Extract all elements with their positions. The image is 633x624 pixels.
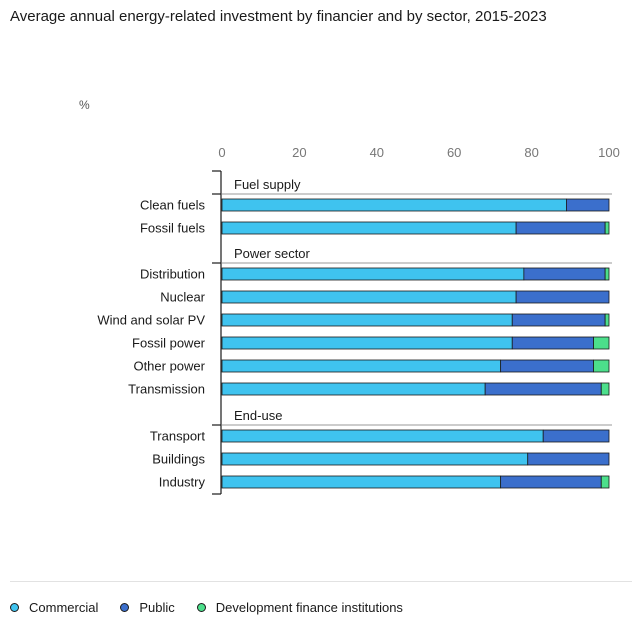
category-label-nuclear: Nuclear bbox=[160, 290, 205, 305]
category-label-clean-fuels: Clean fuels bbox=[140, 198, 206, 213]
legend-divider bbox=[10, 581, 632, 582]
bar-commercial-wind-and-solar-pv bbox=[221, 313, 513, 327]
category-label-wind-and-solar-pv: Wind and solar PV bbox=[97, 313, 205, 328]
bar-development-finance-institutions-transmission bbox=[600, 382, 610, 396]
bar-commercial-nuclear bbox=[221, 290, 517, 304]
chart-title: Average annual energy-related investment… bbox=[10, 8, 547, 25]
bar-public-buildings bbox=[527, 452, 610, 466]
bar-public-other-power bbox=[500, 359, 594, 373]
legend-swatch-public bbox=[120, 603, 130, 612]
x-tick-label: 60 bbox=[447, 145, 461, 160]
bar-commercial-clean-fuels bbox=[221, 198, 567, 212]
bar-public-transport bbox=[542, 429, 610, 443]
x-tick-label: 80 bbox=[524, 145, 538, 160]
bar-public-nuclear bbox=[515, 290, 610, 304]
bar-development-finance-institutions-industry bbox=[600, 475, 610, 489]
x-tick-label: 40 bbox=[370, 145, 384, 160]
bar-commercial-other-power bbox=[221, 359, 502, 373]
x-tick-label: 100 bbox=[598, 145, 620, 160]
category-label-distribution: Distribution bbox=[140, 267, 205, 282]
legend-item-commercial[interactable]: Commercial bbox=[10, 600, 98, 615]
bar-development-finance-institutions-fossil-power bbox=[593, 336, 610, 350]
category-label-industry: Industry bbox=[159, 475, 206, 490]
category-label-other-power: Other power bbox=[133, 359, 205, 374]
unit-label: % bbox=[79, 98, 90, 112]
stacked-bar-chart: 0 20 40 60 80 100 Fuel supply Clean fuels Fossil… bbox=[97, 145, 620, 495]
category-label-buildings: Buildings bbox=[152, 452, 205, 467]
legend-swatch-commercial bbox=[10, 603, 19, 612]
x-tick-label: 0 bbox=[218, 145, 225, 160]
category-label-transmission: Transmission bbox=[128, 382, 205, 397]
legend-label-commercial: Commercial bbox=[29, 600, 99, 615]
bar-commercial-fossil-fuels bbox=[221, 221, 517, 235]
bar-public-clean-fuels bbox=[566, 198, 610, 212]
category-label-fossil-power: Fossil power bbox=[132, 336, 206, 351]
bar-public-industry bbox=[500, 475, 602, 489]
legend-label-dfi: Development finance institutions bbox=[215, 600, 403, 615]
bar-public-transmission bbox=[484, 382, 602, 396]
legend-label-public: Public bbox=[139, 600, 175, 615]
bar-commercial-fossil-power bbox=[221, 336, 513, 350]
group-label-fuel-supply: Fuel supply bbox=[234, 177, 301, 192]
category-label-transport: Transport bbox=[150, 429, 206, 444]
bar-commercial-buildings bbox=[221, 452, 529, 466]
category-label-fossil-fuels: Fossil fuels bbox=[140, 221, 206, 236]
bar-development-finance-institutions-wind-and-solar-pv bbox=[604, 313, 610, 327]
x-tick-label: 20 bbox=[292, 145, 306, 160]
bar-public-fossil-power bbox=[511, 336, 594, 350]
bar-public-wind-and-solar-pv bbox=[511, 313, 606, 327]
group-label-power-sector: Power sector bbox=[234, 246, 311, 261]
bar-commercial-transport bbox=[221, 429, 544, 443]
legend-item-dfi[interactable]: Development finance institutions bbox=[196, 600, 403, 615]
legend-item-public[interactable]: Public bbox=[120, 600, 175, 615]
bar-public-distribution bbox=[523, 267, 606, 281]
legend: Commercial Public Development finance in… bbox=[10, 600, 425, 615]
bar-development-finance-institutions-fossil-fuels bbox=[604, 221, 610, 235]
bar-development-finance-institutions-other-power bbox=[593, 359, 610, 373]
bar-public-fossil-fuels bbox=[515, 221, 606, 235]
group-label-end-use: End-use bbox=[234, 408, 282, 423]
bar-commercial-distribution bbox=[221, 267, 525, 281]
legend-swatch-dfi bbox=[196, 603, 206, 612]
bar-development-finance-institutions-distribution bbox=[604, 267, 610, 281]
bar-commercial-transmission bbox=[221, 382, 486, 396]
bar-commercial-industry bbox=[221, 475, 502, 489]
